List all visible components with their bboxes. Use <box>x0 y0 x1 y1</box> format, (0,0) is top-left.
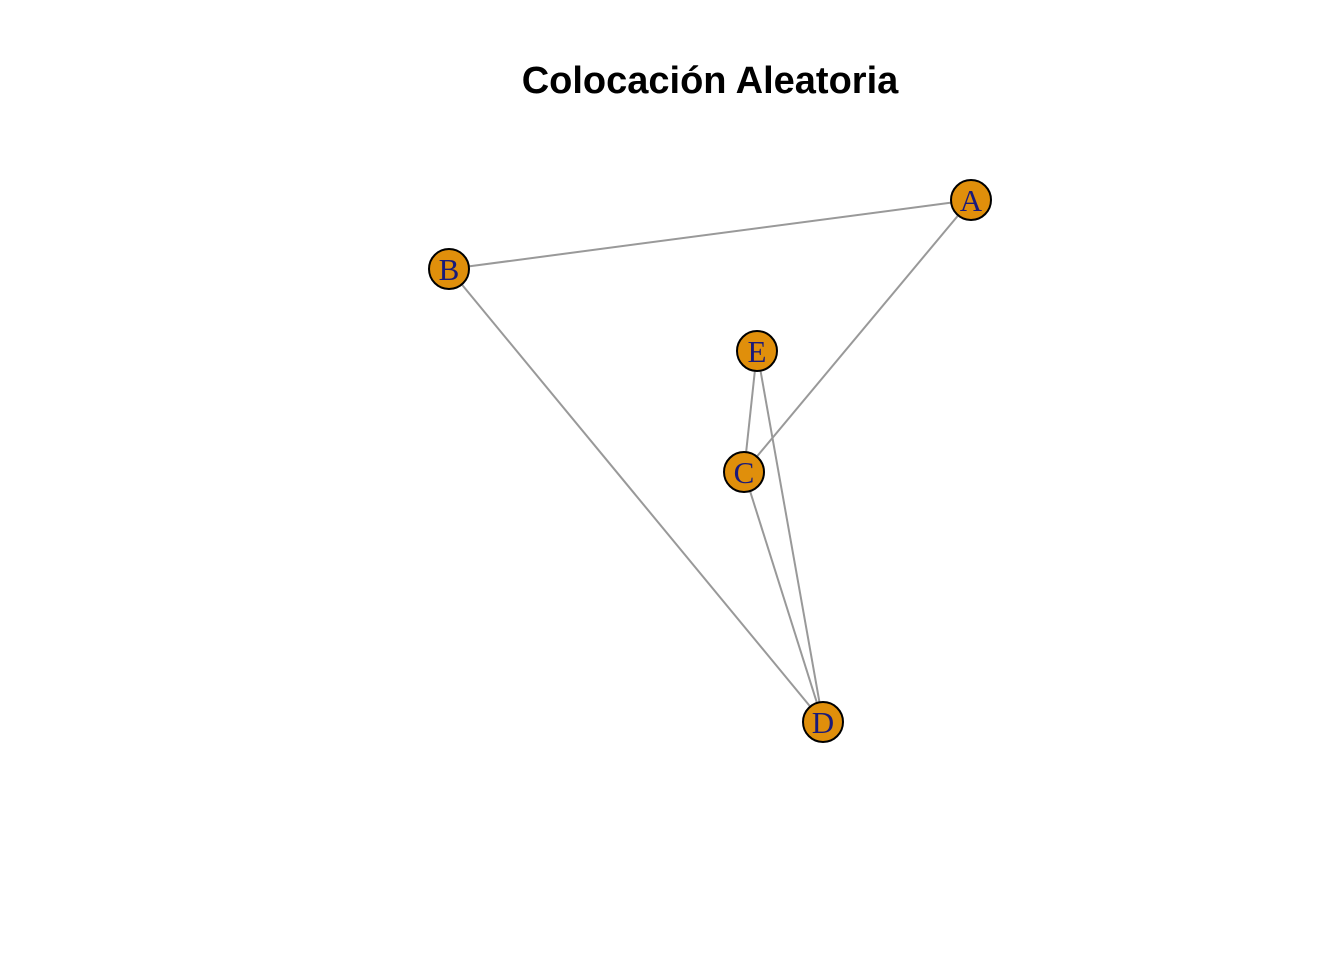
node-a: A <box>950 179 992 221</box>
node-label: B <box>439 252 460 287</box>
node-b: B <box>428 248 470 290</box>
node-label: D <box>812 705 834 740</box>
node-circle <box>950 179 992 221</box>
node-e: E <box>736 330 778 372</box>
edge-c-d <box>749 490 818 704</box>
node-label: C <box>734 455 755 490</box>
chart-title: Colocación Aleatoria <box>522 60 899 102</box>
node-d: D <box>802 701 844 743</box>
node-circle <box>428 248 470 290</box>
node-c: C <box>723 451 765 493</box>
nodes-layer: A B C D E <box>428 179 992 743</box>
node-label: A <box>960 183 983 218</box>
node-circle <box>802 701 844 743</box>
edge-e-d <box>759 370 821 703</box>
edge-a-b <box>468 201 952 268</box>
node-circle <box>723 451 765 493</box>
edge-c-e <box>745 370 756 453</box>
node-label: E <box>748 334 767 369</box>
edges-layer <box>460 201 959 708</box>
node-circle <box>736 330 778 372</box>
edge-a-c <box>756 214 959 458</box>
edge-b-d <box>460 283 812 708</box>
